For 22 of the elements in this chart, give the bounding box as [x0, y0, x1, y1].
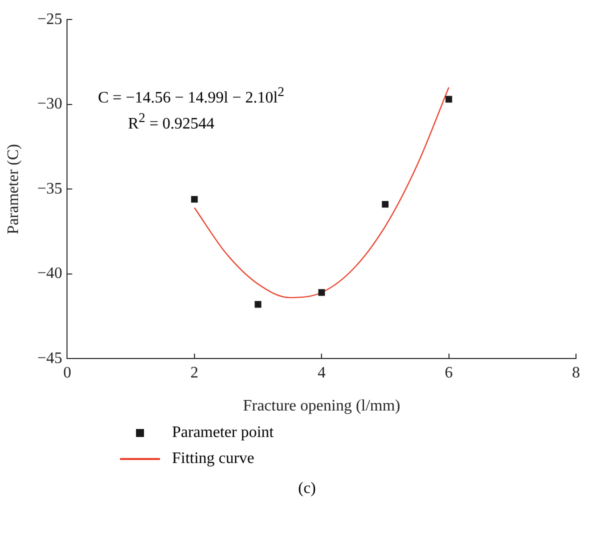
y-tick-label: −30: [37, 96, 62, 113]
x-axis-title: Fracture opening (l/mm): [242, 398, 400, 415]
point: [382, 201, 389, 208]
y-tick-label: −35: [37, 180, 62, 198]
point: [191, 196, 198, 203]
x-tick-label: 4: [318, 364, 326, 382]
y-tick-label: −40: [37, 265, 62, 282]
annotation: C = −14.56 − 14.99l − 2.10l$^{2}$: [98, 83, 284, 108]
x-tick-label: 6: [444, 364, 453, 382]
legend-label: Fitting curve: [172, 450, 254, 468]
x-tick-label: 8: [572, 364, 580, 382]
y-axis-title: Parameter (C): [4, 144, 22, 234]
y-tick-label: −45: [37, 350, 62, 367]
point: [445, 96, 452, 103]
legend-label: Parameter point: [172, 424, 274, 442]
annotation: R$^{2}$ = 0.92544: [127, 109, 216, 135]
x-tick-label: 2: [190, 364, 198, 382]
point: [254, 301, 262, 308]
y-tick-label: −25: [37, 10, 62, 28]
point: [318, 289, 325, 296]
x-tick-label: 0: [63, 364, 72, 382]
text: (c): [297, 480, 317, 498]
